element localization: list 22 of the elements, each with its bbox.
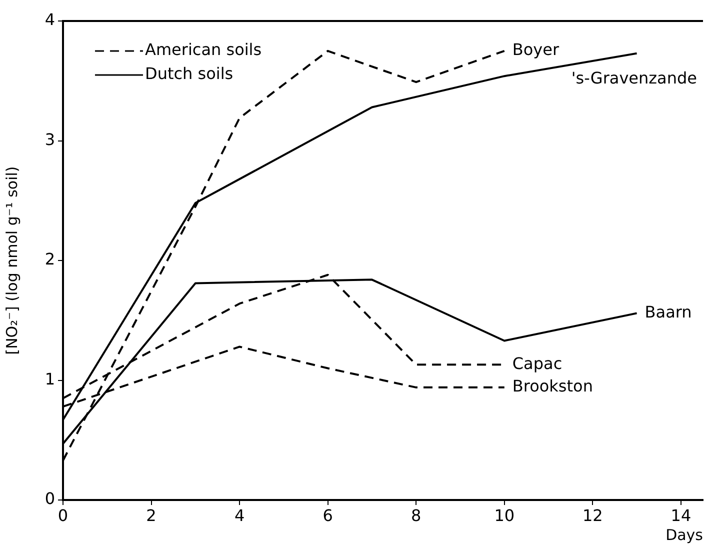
y-tick-label: 1 xyxy=(44,369,55,388)
x-tick-label: 14 xyxy=(670,506,692,525)
x-tick-label: 4 xyxy=(234,506,245,525)
y-tick-label: 3 xyxy=(44,130,55,149)
series-label: Brookston xyxy=(512,376,593,396)
y-tick-label: 0 xyxy=(44,489,55,508)
x-axis-title: Days xyxy=(666,526,704,544)
x-tick-label: 12 xyxy=(582,506,603,525)
y-tick-label: 4 xyxy=(44,10,55,30)
series-label: Boyer xyxy=(512,40,560,60)
x-tick-label: 8 xyxy=(411,506,422,525)
annotation: Dutch soils xyxy=(145,64,234,84)
series-label: Baarn xyxy=(644,302,692,322)
series-label: Capac xyxy=(512,354,562,373)
x-tick-label: 6 xyxy=(322,506,333,525)
annotation: American soils xyxy=(145,40,262,60)
y-axis-title: [NO₂⁻] (log nmol g⁻¹ soil) xyxy=(2,166,21,355)
x-tick-label: 10 xyxy=(494,506,515,525)
y-tick-label: 2 xyxy=(44,250,55,269)
series-label: 's-Gravenzande xyxy=(571,68,697,88)
x-tick-label: 2 xyxy=(146,506,156,525)
x-tick-label: 0 xyxy=(58,506,68,525)
